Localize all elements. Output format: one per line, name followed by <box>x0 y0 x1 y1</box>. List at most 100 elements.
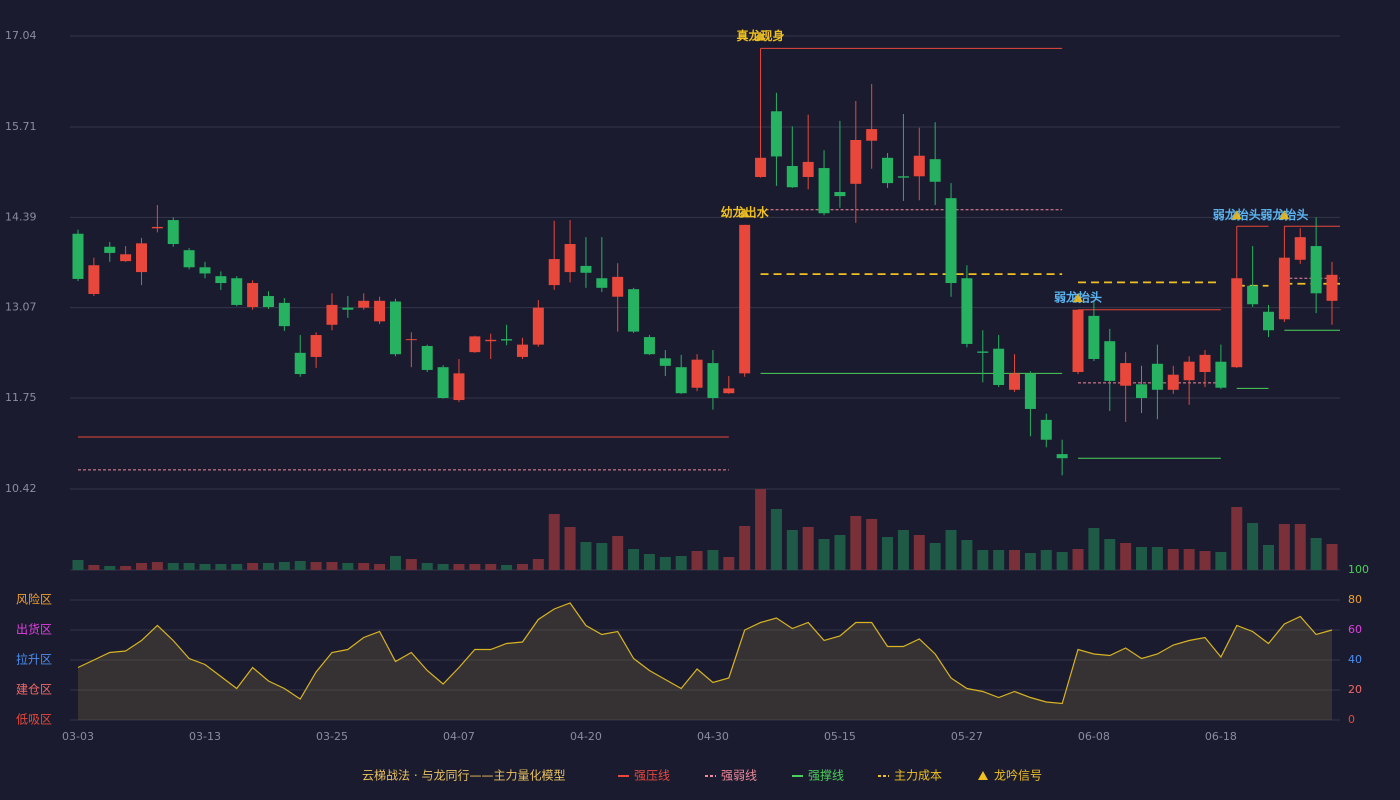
volume-bar <box>104 566 116 570</box>
candle-body <box>135 243 147 273</box>
candle-body <box>834 192 846 197</box>
volume-bar <box>1088 528 1100 570</box>
candle-body <box>580 265 592 273</box>
volume-bar <box>215 564 227 570</box>
y-tick-label: 11.75 <box>5 391 37 404</box>
candle-body <box>199 267 211 274</box>
candle-body <box>389 301 401 355</box>
volume-bar <box>405 559 417 570</box>
volume-bar <box>596 543 608 570</box>
candle-body <box>548 259 560 286</box>
candle-body <box>1294 237 1306 260</box>
candle-body <box>342 307 354 310</box>
volume-bar <box>1263 545 1275 570</box>
legend-title: 云梯战法 · 与龙同行——主力量化模型 <box>362 769 565 783</box>
volume-bar <box>818 539 830 570</box>
candle-body <box>1151 363 1163 390</box>
candle-body <box>659 358 671 366</box>
candle-body <box>596 278 608 288</box>
candle-body <box>1167 374 1179 390</box>
volume-bar <box>1278 524 1290 570</box>
indicator-tick-label: 0 <box>1348 713 1355 726</box>
candle-body <box>850 140 862 184</box>
candle-body <box>215 276 227 284</box>
candle-body <box>739 224 751 374</box>
candle-body <box>628 289 640 332</box>
volume-bar <box>1231 507 1243 570</box>
volume-bar <box>1009 550 1021 570</box>
candle-body <box>882 157 894 184</box>
volume-bar <box>516 564 528 570</box>
signal-marker <box>739 208 750 218</box>
volume-bar <box>262 563 274 570</box>
candle-body <box>485 339 497 342</box>
candle-body <box>374 300 386 322</box>
volume-bar <box>342 563 354 570</box>
volume-bar <box>945 530 957 570</box>
volume-bar <box>1167 549 1179 570</box>
volume-bar <box>628 549 640 570</box>
volume-bar <box>580 542 592 570</box>
candle-body <box>1326 274 1338 301</box>
candle-body <box>564 244 576 273</box>
candle-body <box>755 157 767 177</box>
volume-bar <box>1072 549 1084 570</box>
volume-bar <box>151 562 163 570</box>
volume-bar <box>421 563 433 570</box>
volume-bar <box>897 530 909 570</box>
zone-label: 出货区 <box>16 622 52 637</box>
volume-bar <box>374 564 386 570</box>
volume-bar <box>469 564 481 570</box>
legend-label: 强弱线 <box>721 769 757 783</box>
candle-body <box>723 388 735 394</box>
volume-bar <box>707 550 719 570</box>
x-tick-label: 04-07 <box>443 730 475 743</box>
volume-bar <box>961 540 973 570</box>
volume-bar <box>278 562 290 570</box>
volume-bar <box>802 527 814 570</box>
candle-body <box>1199 354 1211 372</box>
y-tick-label: 15.71 <box>5 120 37 133</box>
candle-body <box>1009 373 1021 390</box>
volume-bar <box>1199 551 1211 570</box>
volume-bar <box>643 554 655 570</box>
volume-bar <box>739 526 751 570</box>
zone-label: 低吸区 <box>16 713 52 727</box>
candle-body <box>1104 341 1116 381</box>
volume-bar <box>1183 549 1195 570</box>
volume-bar <box>532 559 544 570</box>
candle-body <box>612 276 624 297</box>
indicator-tick-label: 40 <box>1348 653 1362 666</box>
candle-body <box>247 283 259 307</box>
volume-bar <box>770 509 782 570</box>
x-tick-label: 05-27 <box>951 730 983 743</box>
candle-body <box>453 373 465 401</box>
legend-swatch <box>978 771 988 780</box>
candle-body <box>358 300 370 308</box>
volume-bar <box>1104 539 1116 570</box>
candle-body <box>294 352 306 375</box>
volume-bar <box>358 563 370 570</box>
volume-bar <box>453 564 465 570</box>
candle-body <box>72 233 84 279</box>
volume-bar <box>977 550 989 570</box>
x-tick-label: 06-18 <box>1205 730 1237 743</box>
candle-body <box>167 220 179 245</box>
volume-bar <box>612 536 624 570</box>
candle-body <box>469 336 481 353</box>
volume-bar <box>135 563 147 570</box>
candle-body <box>310 335 322 357</box>
volume-bar <box>834 535 846 570</box>
volume-bar <box>993 550 1005 570</box>
candle-body <box>977 351 989 353</box>
candle-body <box>437 367 449 398</box>
volume-bar <box>389 556 401 570</box>
volume-bar <box>659 557 671 570</box>
legend-label: 龙吟信号 <box>994 768 1042 783</box>
signal-marker <box>1073 293 1084 303</box>
volume-bar <box>310 562 322 570</box>
candle-body <box>1310 246 1322 294</box>
y-tick-label: 17.04 <box>5 29 37 42</box>
candle-body <box>675 367 687 394</box>
